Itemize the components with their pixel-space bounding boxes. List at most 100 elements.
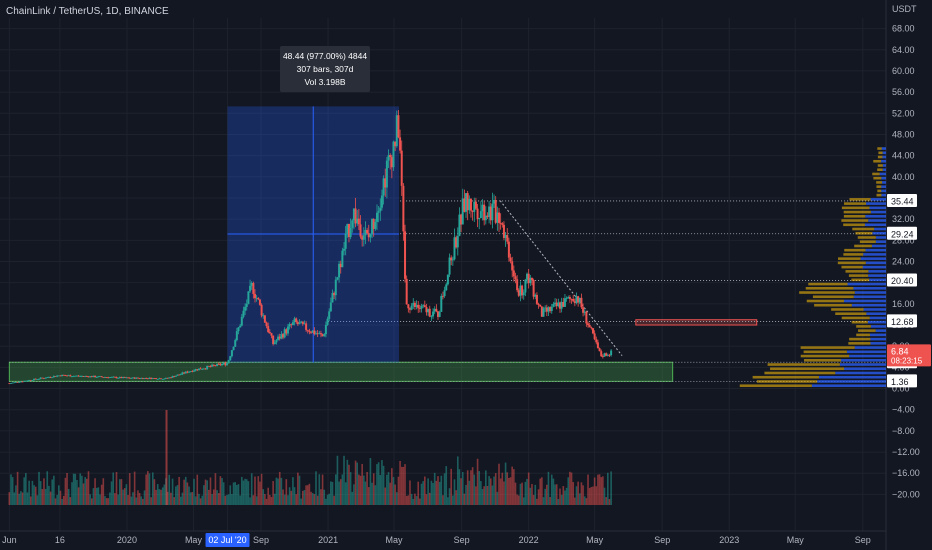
candle — [197, 368, 200, 371]
candle — [79, 375, 82, 377]
volume-bar — [44, 488, 47, 505]
volume-bar — [36, 495, 39, 505]
candle — [430, 315, 433, 321]
profile-bar — [876, 193, 882, 197]
volume-bar — [54, 498, 57, 505]
profile-bar — [866, 202, 886, 205]
volume-bar — [395, 492, 398, 505]
volume-bar — [478, 471, 481, 505]
volume-bar — [105, 498, 108, 505]
candle — [390, 154, 393, 179]
candle — [509, 253, 512, 264]
volume-bar — [343, 455, 345, 505]
candle — [481, 199, 484, 221]
volume-bar — [414, 493, 416, 505]
volume-bar — [456, 456, 459, 505]
profile-bar — [875, 329, 886, 332]
profile-bar — [843, 299, 886, 303]
volume-bar — [176, 485, 179, 505]
profile-bar — [857, 236, 876, 239]
volume-bar — [151, 472, 154, 505]
candle — [440, 293, 443, 313]
candle — [36, 379, 39, 380]
volume-bar — [109, 492, 111, 505]
volume-bar — [293, 487, 296, 505]
volume-bar — [217, 493, 220, 505]
candle — [588, 322, 591, 328]
volume-bar — [542, 497, 545, 505]
candle — [346, 223, 349, 238]
profile-bar — [856, 325, 871, 328]
y-tick-label: 44.00 — [892, 151, 915, 161]
candle — [133, 377, 136, 379]
volume-bar — [443, 473, 446, 505]
volume-bar — [278, 471, 281, 505]
profile-bar — [871, 244, 886, 248]
volume-bar — [435, 480, 438, 505]
volume-bar — [252, 495, 255, 505]
candle — [394, 141, 397, 152]
candle — [494, 196, 497, 225]
volume-bar — [560, 494, 563, 505]
volume-bar — [89, 494, 91, 505]
candle — [282, 332, 285, 340]
candle — [321, 333, 324, 337]
candle — [54, 375, 57, 377]
candle — [552, 301, 555, 308]
volume-bar — [501, 472, 504, 505]
volume-bar — [409, 480, 411, 505]
candle — [262, 313, 265, 319]
candle — [301, 321, 304, 326]
volume-bar — [79, 473, 82, 505]
candle — [593, 330, 596, 341]
volume-bar — [536, 498, 538, 505]
volume-bar — [389, 482, 391, 505]
volume-bar — [517, 495, 520, 505]
candle — [260, 303, 263, 318]
volume-bar — [226, 494, 228, 505]
profile-bar — [835, 312, 867, 316]
candle — [441, 291, 444, 300]
candle — [164, 377, 167, 379]
volume-bar — [292, 477, 294, 505]
candle — [181, 371, 184, 375]
candle — [323, 333, 326, 337]
candle — [364, 221, 367, 245]
candle — [286, 323, 289, 336]
candle — [308, 328, 311, 335]
volume-bar — [550, 474, 553, 505]
candle — [97, 376, 100, 378]
profile-bar — [841, 316, 870, 320]
volume-bar — [265, 498, 268, 505]
candle — [303, 320, 306, 325]
volume-bar — [201, 495, 204, 505]
volume-bar — [585, 498, 588, 505]
volume-bar — [15, 485, 17, 505]
candle — [517, 288, 520, 298]
volume-bar — [130, 496, 133, 505]
volume-bar — [333, 495, 335, 505]
volume-bar — [84, 477, 86, 505]
volume-bar — [100, 484, 103, 505]
candle — [493, 194, 496, 208]
candle — [23, 380, 26, 382]
candle — [559, 301, 562, 313]
candle — [247, 291, 250, 305]
candle — [57, 375, 60, 377]
volume-bar — [145, 474, 147, 505]
candle — [115, 376, 118, 379]
volume-bar — [544, 488, 546, 505]
volume-bar — [290, 490, 293, 505]
candle — [606, 353, 609, 357]
volume-bar — [346, 459, 349, 505]
candle — [488, 201, 491, 224]
profile-bar — [803, 350, 847, 354]
candle — [72, 375, 75, 377]
volume-bar — [463, 493, 466, 505]
candle — [476, 203, 479, 228]
volume-bar — [610, 471, 612, 505]
candle — [534, 293, 537, 300]
profile-bar — [863, 308, 886, 311]
